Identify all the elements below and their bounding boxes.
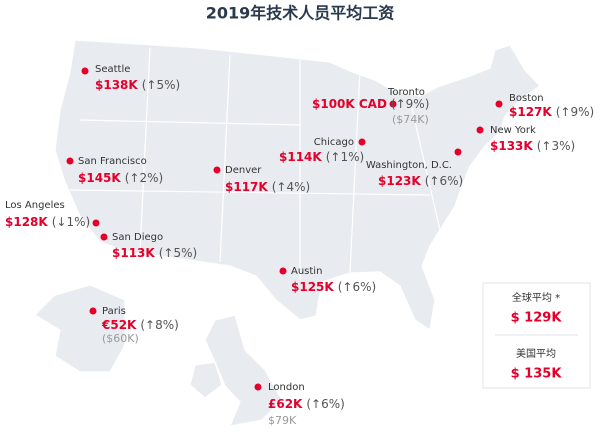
city: Toronto$100K CAD (↑9%) ($74K) (312, 87, 429, 126)
salary: £62K (268, 397, 303, 411)
city: Los Angeles $128K (↓1%) (5, 200, 100, 229)
change: (↑1%) (326, 150, 364, 164)
change: (↑3%) (537, 139, 575, 153)
map-shapes (34, 39, 541, 427)
city-dot (92, 219, 100, 227)
salary-line: $125K (↑6%) (291, 280, 376, 294)
city-dot (279, 267, 287, 275)
city-name: Chicago (314, 137, 354, 148)
city-name: Boston (509, 93, 544, 104)
city-name: Paris (102, 306, 126, 317)
salary-line: $127K (↑9%) (509, 105, 594, 119)
change: (↑6%) (425, 174, 463, 188)
salary: $145K (78, 171, 121, 185)
france-shape (34, 284, 126, 373)
change: (↑9%) (556, 105, 594, 119)
city-name: New York (490, 125, 536, 136)
city: Paris€52K (↑8%)($60K) (89, 306, 179, 345)
change: (↑8%) (140, 318, 178, 332)
city-dot (89, 307, 97, 315)
title: 2019年技术人员平均工资 (206, 4, 395, 23)
salary-line: $117K (↑4%) (225, 180, 310, 194)
city-dot (389, 100, 397, 108)
city-name: San Diego (112, 232, 163, 243)
legend-label: 全球平均 * (512, 291, 560, 304)
uk-shape (204, 314, 283, 427)
city-name: Seattle (95, 64, 130, 75)
salary-line: $138K (↑5%) (95, 78, 180, 92)
city: Washington, D.C. $123K (↑6%) (366, 148, 463, 188)
change: (↑6%) (306, 397, 344, 411)
salary: $128K (5, 215, 48, 229)
change: (↓1%) (52, 215, 90, 229)
city: Seattle $138K (↑5%) (81, 64, 180, 92)
city: Chicago $114K (↑1%) (279, 137, 366, 164)
salary: $133K (490, 139, 533, 153)
change: (↑5%) (142, 78, 180, 92)
city: San Francisco $145K (↑2%) (66, 156, 163, 185)
salary-line: $100K CAD (↑9%) (312, 97, 429, 111)
city: London £62K (↑6%) $79K (254, 382, 345, 427)
local-salary: $79K (268, 414, 297, 427)
city: Boston$127K (↑9%) (495, 93, 594, 119)
change: (↑6%) (338, 280, 376, 294)
city-dot (495, 100, 503, 108)
city-dot (454, 148, 462, 156)
salary-line: $113K (↑5%) (112, 246, 197, 260)
city-name: Austin (291, 266, 322, 277)
salary: $127K (509, 105, 552, 119)
change: (↑2%) (125, 171, 163, 185)
salary: $123K (378, 174, 421, 188)
salary-line: $114K (↑1%) (279, 150, 364, 164)
change: (↑9%) (391, 97, 429, 111)
city-dot (81, 67, 89, 75)
salary: $138K (95, 78, 138, 92)
change: (↑5%) (159, 246, 197, 260)
city-dot (213, 166, 221, 174)
local-salary: ($74K) (392, 113, 429, 126)
salary-line: $145K (↑2%) (78, 171, 163, 185)
salary: $117K (225, 180, 268, 194)
state-borders (69, 47, 441, 280)
legend-value: $ 129K (511, 311, 563, 326)
city-name: London (268, 382, 305, 393)
legend-label: 美国平均 (516, 347, 556, 360)
city: San Diego $113K (↑5%) (100, 232, 197, 260)
city-name: Toronto (387, 87, 425, 98)
city: Denver $117K (↑4%) (213, 165, 310, 194)
salary-line: $123K (↑6%) (378, 174, 463, 188)
city-dot (254, 383, 262, 391)
salary-line: $128K (↓1%) (5, 215, 90, 229)
city-dot (66, 157, 74, 165)
city-dot (100, 233, 108, 241)
usa-shape (54, 39, 541, 332)
ireland-shape (189, 361, 223, 399)
salary: $125K (291, 280, 334, 294)
salary-line: €52K (↑8%) (101, 318, 179, 332)
salary: $113K (112, 246, 155, 260)
city-name: Denver (225, 165, 262, 176)
salary-line: $133K (↑3%) (490, 139, 575, 153)
change: (↑4%) (272, 180, 310, 194)
salary: $114K (279, 150, 322, 164)
salary: $100K CAD (312, 97, 387, 111)
local-salary: ($60K) (102, 332, 139, 345)
city: New York $133K (↑3%) (476, 125, 575, 153)
salary-line: £62K (↑6%) (268, 397, 345, 411)
legend-box: 全球平均 * $ 129K 美国平均 $ 135K (482, 282, 591, 389)
legend-value: $ 135K (511, 367, 563, 382)
city-dot (476, 126, 484, 134)
city: Austin $125K (↑6%) (279, 266, 376, 294)
city-name: San Francisco (78, 156, 147, 167)
city-name: Los Angeles (5, 200, 65, 211)
city-dot (358, 138, 366, 146)
city-name: Washington, D.C. (366, 160, 452, 171)
salary: €52K (101, 318, 137, 332)
